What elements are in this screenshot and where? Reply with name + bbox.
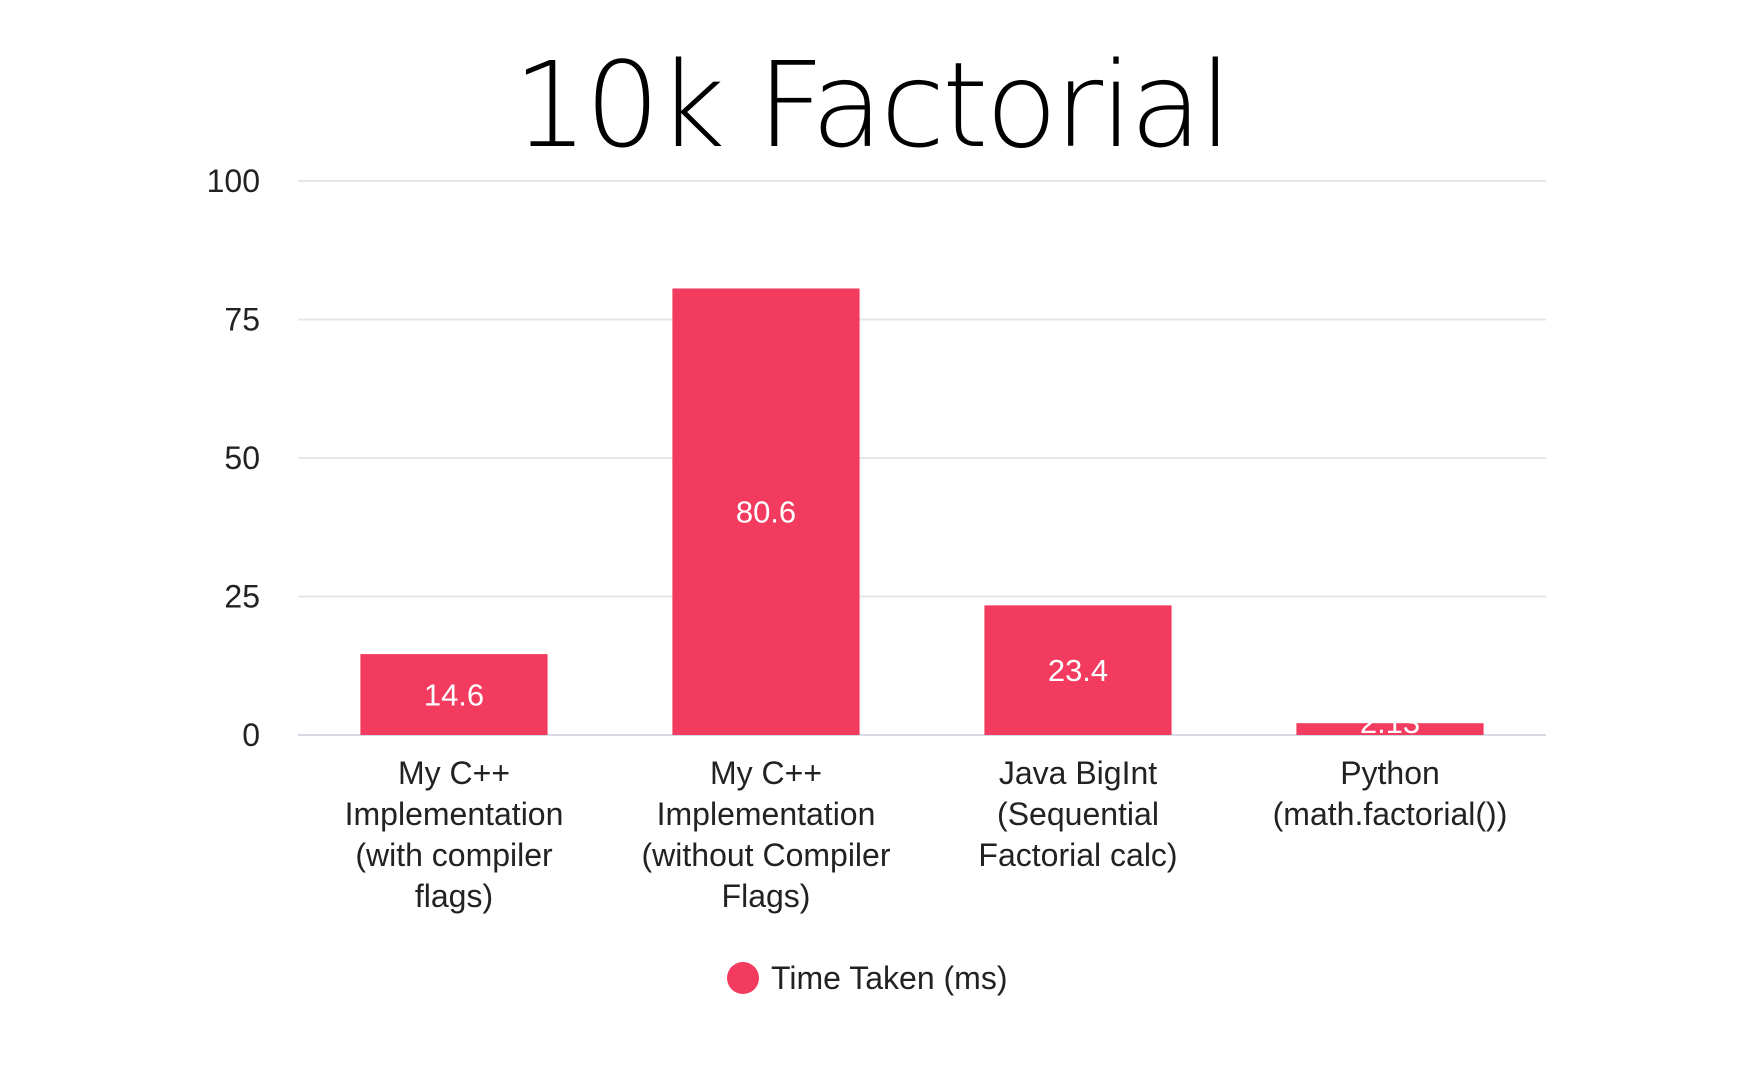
y-tick-label: 75 [224, 302, 260, 338]
bar [672, 288, 860, 735]
data-label: 23.4 [1048, 653, 1108, 688]
data-label: 80.6 [736, 495, 796, 530]
chart-title: 10k Factorial [513, 36, 1229, 174]
data-label: 2.13 [1360, 705, 1420, 740]
bar [984, 605, 1172, 735]
x-tick-label: My C++ Implementation (with compiler flags) [345, 755, 564, 914]
legend-label: Time Taken (ms) [771, 960, 1007, 996]
bars: 14.6 80.6 23.4 2.13 [360, 288, 1484, 740]
bar [1296, 723, 1484, 735]
y-tick-label: 25 [224, 579, 260, 615]
x-tick-label: Python (math.factorial()) [1273, 755, 1508, 832]
y-tick-label: 50 [224, 440, 260, 476]
data-label: 14.6 [424, 678, 484, 713]
y-tick-label: 100 [207, 163, 260, 199]
legend-swatch [727, 962, 759, 994]
x-tick-label: Java BigInt (Sequential Factorial calc) [978, 755, 1177, 873]
x-axis: My C++ Implementation (with compiler flags)… [345, 755, 1508, 914]
legend: Time Taken (ms) [727, 960, 1007, 996]
bar [360, 654, 548, 735]
y-tick-label: 0 [242, 717, 260, 753]
gridlines [298, 180, 1546, 736]
y-axis: 0 25 50 75 100 [207, 163, 260, 753]
x-tick-label: My C++ Implementation (without Compiler Fla… [642, 755, 891, 914]
